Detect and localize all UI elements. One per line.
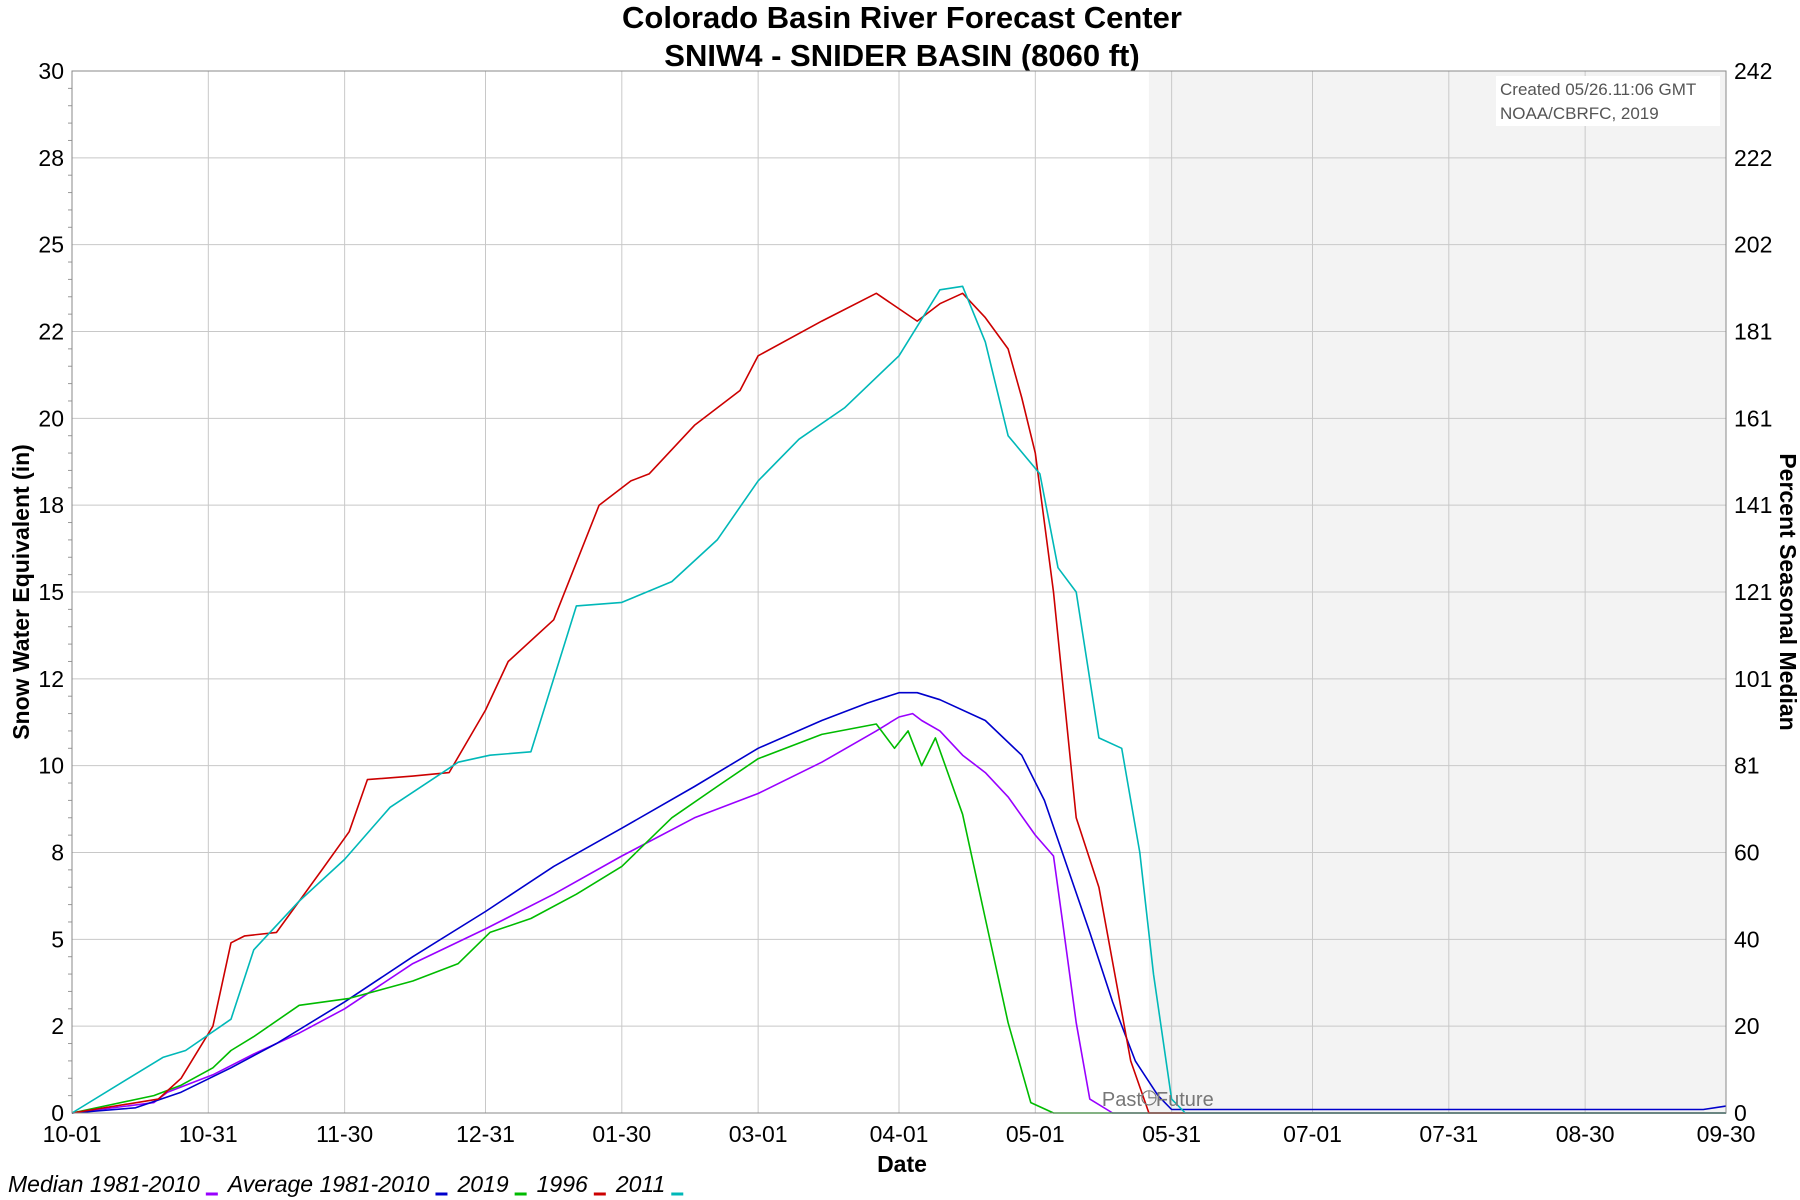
x-tick-label: 12-31 [456,1121,515,1147]
series-line-1996 [71,292,1726,1114]
series-line-median-1981-2010 [71,712,1726,1114]
past-label: Past [1102,1089,1142,1111]
y-tick-label: 0 [51,1100,64,1126]
series-line-average-1981-2010 [71,691,1727,1114]
x-tick-label: 11-30 [316,1121,373,1147]
x-tick-label: 07-01 [1283,1121,1342,1147]
x-tick-label: 01-30 [592,1121,651,1147]
chart-subtitle: SNIW4 - SNIDER BASIN (8060 ft) [664,38,1139,73]
y-tick-label: 12 [38,666,64,692]
y-right-tick-label: 242 [1734,58,1772,84]
grid [71,70,1727,1114]
y-right-tick-label: 81 [1734,753,1760,779]
y-tick-label: 30 [38,58,64,84]
y-right-tick-label: 40 [1734,926,1760,952]
y-axis-label: Snow Water Equivalent (in) [8,444,34,740]
credit-line-2: NOAA/CBRFC, 2019 [1500,104,1659,123]
y-right-tick-label: 0 [1734,1100,1747,1126]
chart-title: Colorado Basin River Forecast Center [622,0,1182,35]
series-line-2011 [71,285,1726,1114]
y-tick-label: 25 [38,232,64,258]
legend-label: 2011 [615,1171,665,1197]
y-tick-label: 2 [51,1013,64,1039]
x-tick-label: 08-30 [1556,1121,1615,1147]
plot-frame [71,70,1727,1114]
x-axis-label: Date [877,1151,927,1177]
y-right-tick-label: 222 [1734,145,1772,171]
y-right-tick-label: 20 [1734,1013,1760,1039]
series-lines [71,285,1727,1114]
y-right-tick-label: 202 [1734,232,1772,258]
tick-labels: 0 0 2 20 5 40 8 60 10 81 12 101 15 121 18 141 20 161 22 181… [38,58,1772,1147]
x-tick-label: 05-31 [1142,1121,1201,1147]
y-tick-label: 22 [38,319,64,345]
y-tick-label: 28 [38,145,64,171]
legend-label: Average 1981-2010 [226,1171,430,1197]
x-tick-label: 09-30 [1697,1121,1756,1147]
y-right-tick-label: 141 [1734,492,1772,518]
y-right-axis-label: Percent Seasonal Median [1775,453,1800,730]
x-tick-label: 10-01 [43,1121,102,1147]
y-right-tick-label: 101 [1734,666,1772,692]
x-tick-label: 10-31 [179,1121,238,1147]
y-tick-label: 18 [38,492,64,518]
x-tick-label: 04-01 [870,1121,929,1147]
clock-icon: ◷ [1140,1086,1157,1108]
legend-label: Median 1981-2010 [8,1171,200,1197]
series-line-2019 [71,723,1726,1114]
future-label: Future [1156,1089,1214,1111]
x-tick-label: 07-31 [1419,1121,1478,1147]
credit-line-1: Created 05/26.11:06 GMT [1500,80,1696,99]
y-right-tick-label: 161 [1734,405,1772,431]
y-tick-label: 5 [51,926,64,952]
y-right-tick-label: 121 [1734,579,1772,605]
legend-label: 1996 [537,1171,588,1197]
y-right-tick-label: 181 [1734,319,1772,345]
credit-box [1496,76,1720,126]
y-tick-label: 15 [38,579,64,605]
legend: Median 1981-2010 Average 1981-2010 2019 199… [8,1171,684,1197]
y-tick-label: 20 [38,405,64,431]
y-tick-label: 10 [38,753,64,779]
x-tick-label: 05-01 [1006,1121,1065,1147]
y-tick-label: 8 [51,840,64,866]
y-right-tick-label: 60 [1734,840,1760,866]
x-tick-label: 03-01 [729,1121,788,1147]
legend-label: 2019 [456,1171,508,1197]
